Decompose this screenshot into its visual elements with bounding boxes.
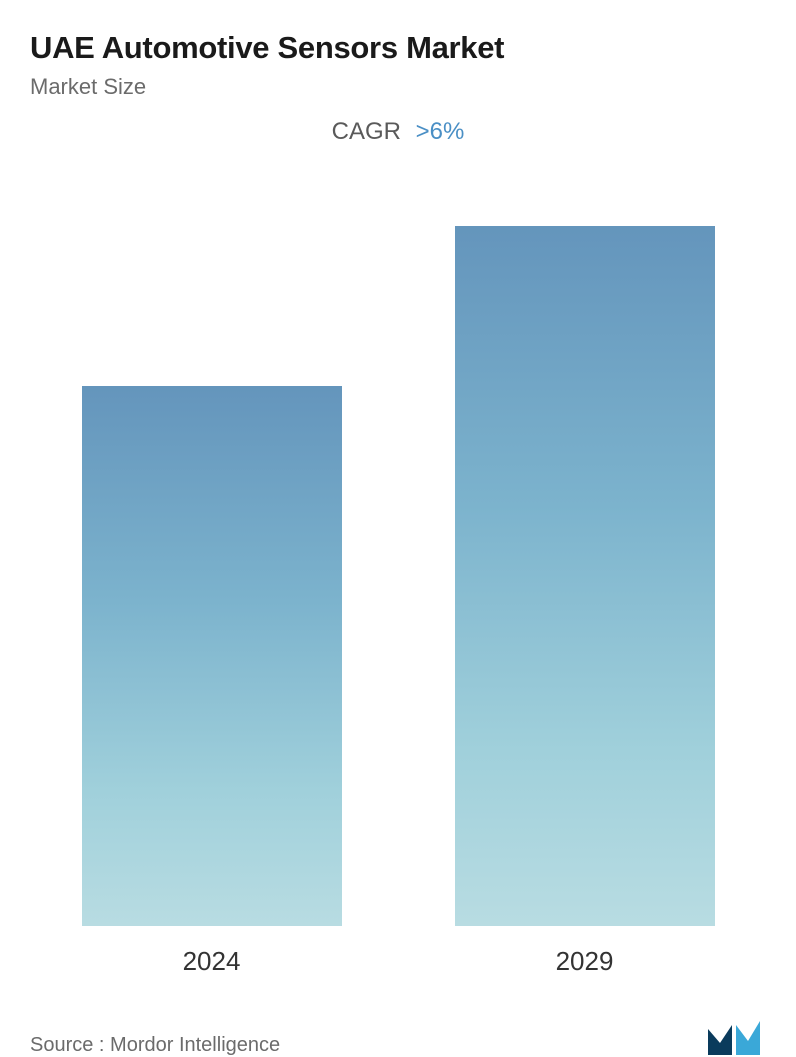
chart-container: UAE Automotive Sensors Market Market Siz… [0,0,796,1034]
cagr-label: CAGR [332,118,401,145]
bar-group-1: 2029 [443,226,726,977]
mordor-logo-icon [706,1017,766,1057]
chart-title: UAE Automotive Sensors Market [30,30,766,66]
bar-0 [82,386,342,926]
bar-1 [455,226,715,926]
bar-label-0: 2024 [183,946,241,977]
chart-subtitle: Market Size [30,74,766,100]
source-text: Source : Mordor Intelligence [30,1034,280,1057]
cagr-value: >6% [416,118,465,145]
cagr-row: CAGR >6% [30,118,766,146]
chart-area: 2024 2029 [30,186,766,977]
footer: Source : Mordor Intelligence [30,987,766,1057]
bar-label-1: 2029 [556,946,614,977]
bar-group-0: 2024 [70,386,353,977]
